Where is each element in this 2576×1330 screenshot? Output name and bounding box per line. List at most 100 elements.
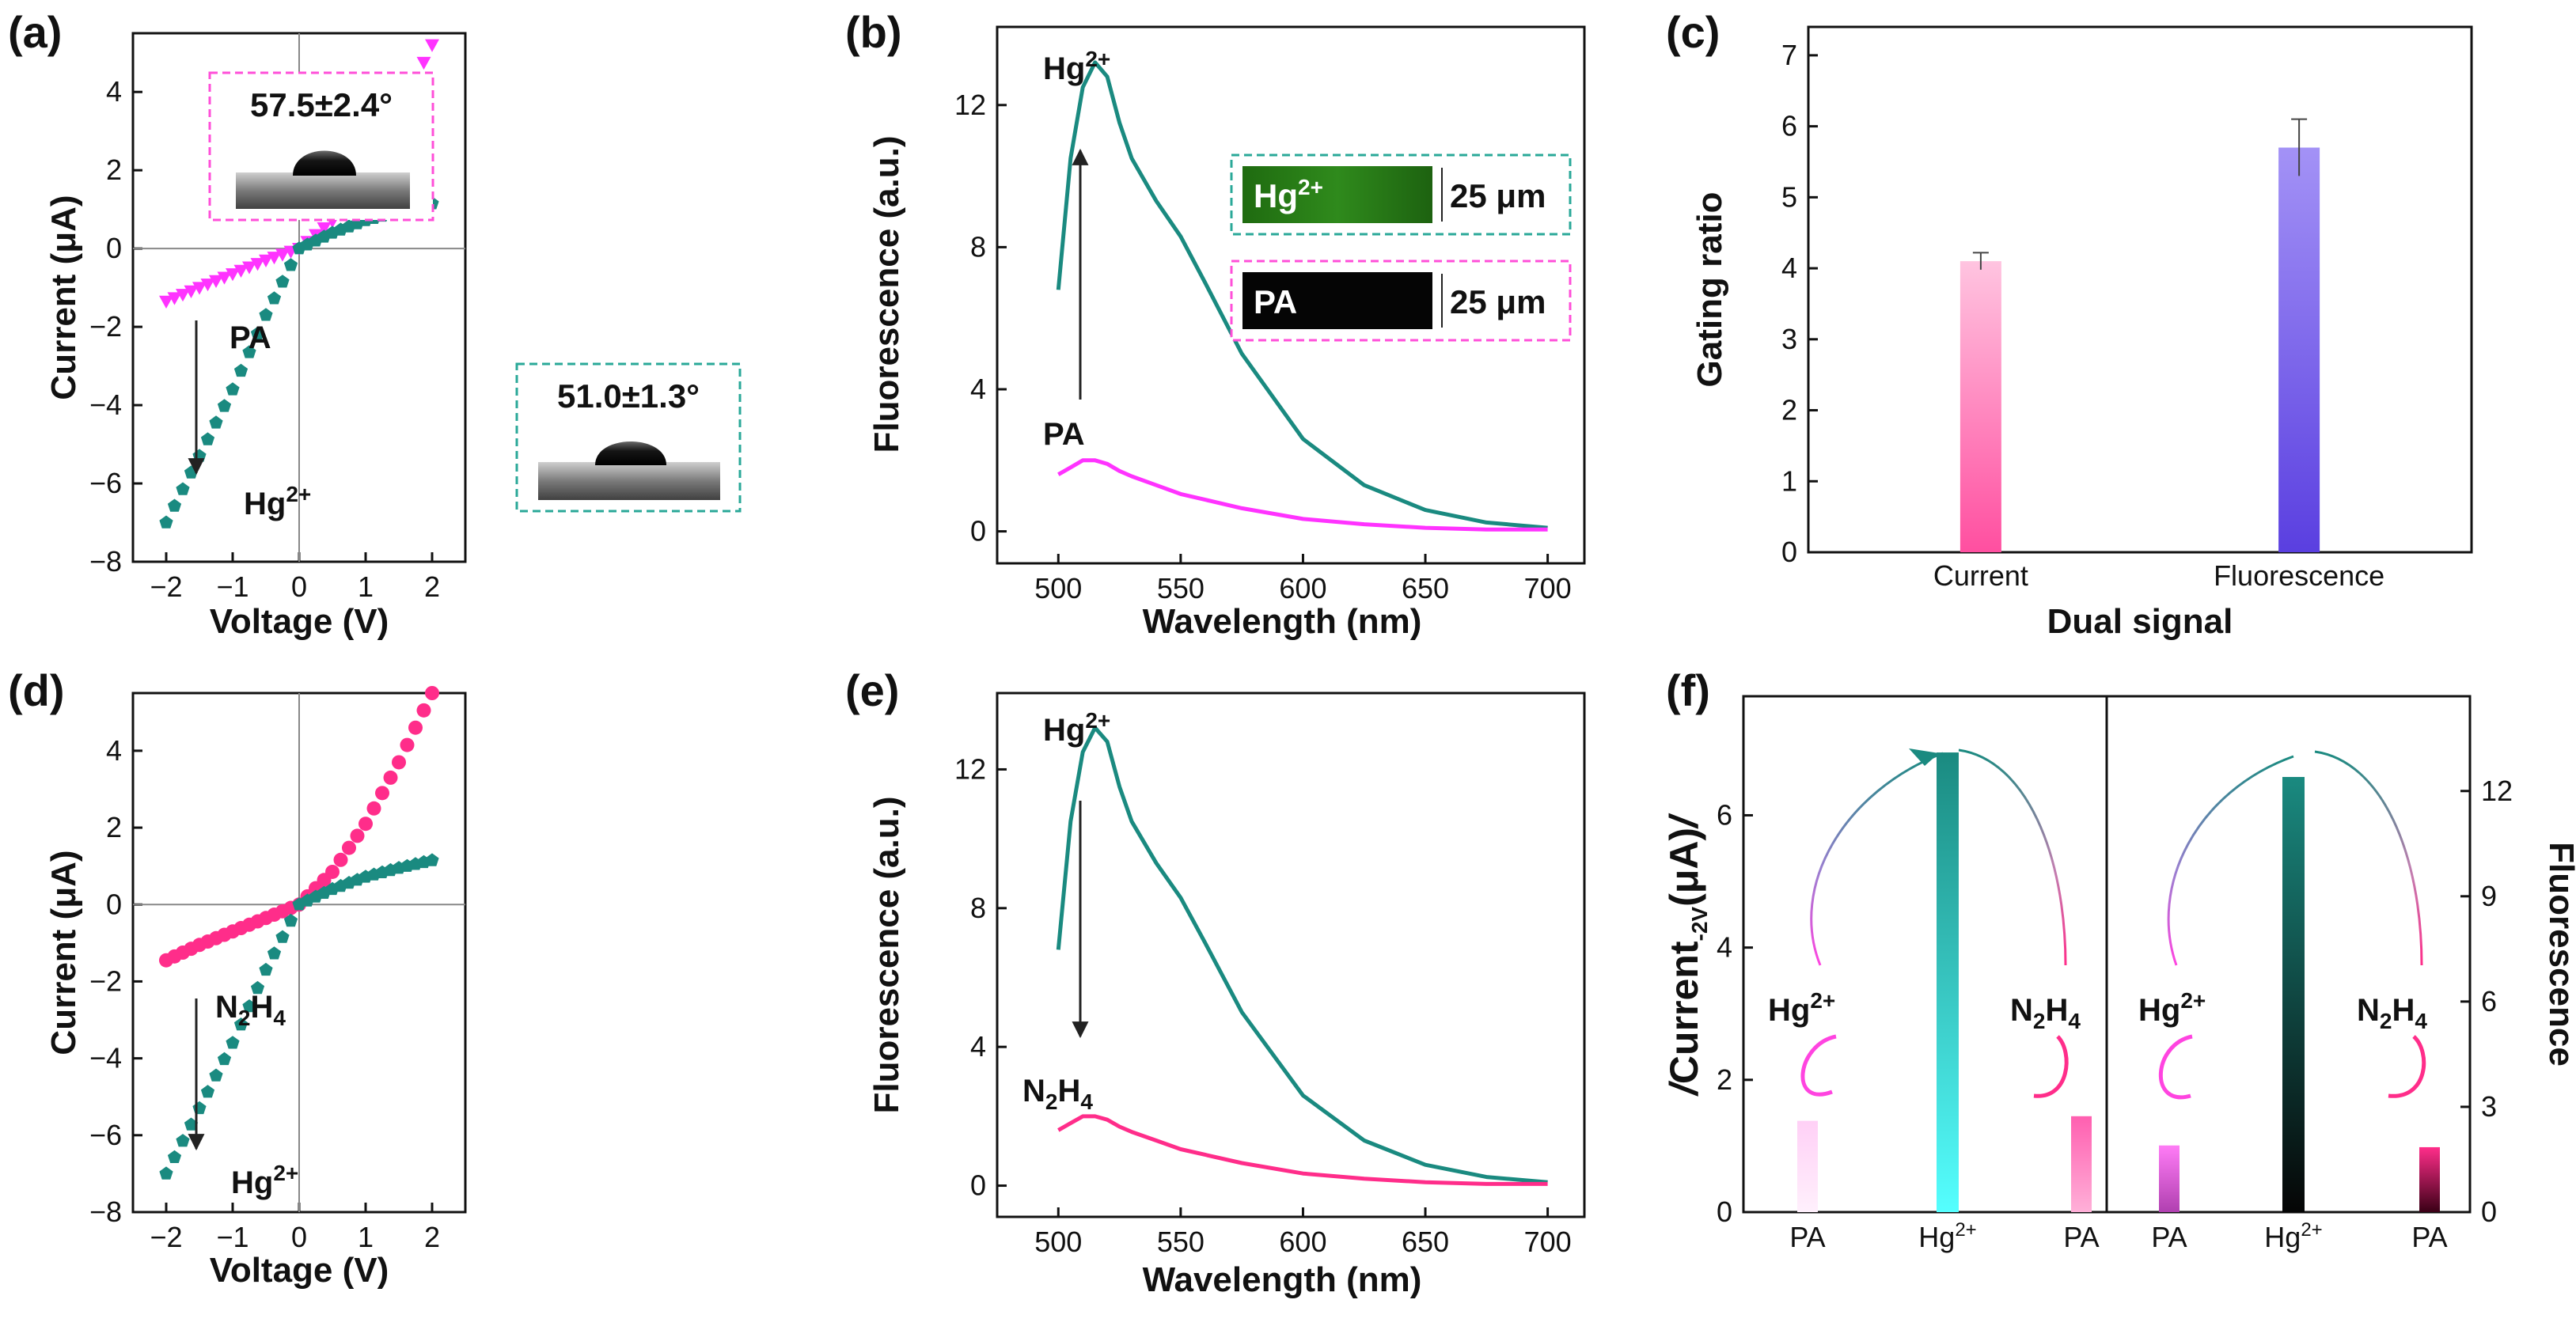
data-point [375,786,389,801]
data-point [200,432,215,445]
fluorescence-image-pa [1242,272,1432,329]
y-tick-label: 0 [106,232,122,264]
data-point [359,817,373,832]
y-tick-label-left: 4 [1717,931,1732,964]
y-tick-label-left: 6 [1717,798,1732,831]
panel-a: (a) −2 −1 0 1 2 −8 −6 −4 −2 0 2 4 Voltage (V) Curre… [8,7,742,641]
x-tick-label: 600 [1279,572,1326,604]
x-tick-label: PA [1789,1221,1825,1253]
data-point [233,1017,248,1031]
y-tick-label: 8 [970,892,986,924]
contact-angle-pa-value: 57.5±2.4° [250,86,393,123]
label-pa-b: PA [1043,417,1085,452]
film-label-hg: Hg2+ [1254,175,1323,214]
thickness-label-pa: 25 μm [1450,283,1546,320]
data-point [242,261,256,275]
y-axis-label-right-f: Fluorescence [2542,842,2576,1067]
data-point [392,755,406,770]
y-tick-label: 4 [970,373,986,405]
panel-e: (e) 500 550 600 650 700 0 4 8 12 Wavelength (nm)… [845,665,1586,1299]
data-point [275,275,290,288]
curve-arrow-right-3 [2314,750,2423,966]
x-tick-label: 1 [358,570,374,603]
y-axis-label-e: Fluorescence (a.u.) [867,796,906,1113]
y-tick-label-right: 12 [2481,775,2513,807]
data-point [167,1150,182,1163]
panel-d: (d) −2 −1 0 1 2 −8 −6 −4 −2 0 2 4 Voltage (V) Curre… [8,665,467,1290]
bar-fluorescence [2278,147,2320,553]
panel-label-e: (e) [845,665,899,715]
data-point [209,415,223,429]
data-point [242,999,256,1013]
data-point [226,1036,240,1049]
droplet-image [293,150,356,176]
x-tick-label: 2 [424,570,440,603]
y-tick-label: −4 [89,1042,122,1074]
panel-label-c: (c) [1666,7,1720,57]
label-n2h4-d: N2H4 [215,990,286,1030]
marks-d [159,686,439,1180]
spectrum-line-pa [1057,458,1548,532]
y-tick-label: 4 [106,734,122,767]
x-tick-label: PA [2411,1221,2447,1253]
label-n2h4-e: N2H4 [1022,1074,1093,1114]
data-point [209,275,223,288]
y-tick-label: 5 [1781,180,1797,213]
data-point [176,289,190,302]
bar-current-0 [1797,1120,1818,1212]
y-tick-label: 0 [1781,536,1797,568]
marks-f [1797,752,2440,1212]
data-point [400,737,415,752]
thickness-label-hg: 25 μm [1450,177,1546,214]
axes-b: 500 550 600 650 700 0 4 8 12 [954,89,1572,604]
data-point [217,271,232,285]
y-tick-label: −8 [89,1195,122,1228]
data-point [416,703,431,718]
y-tick-label: −2 [89,310,122,343]
y-tick-label-right: 9 [2481,880,2497,912]
bar-fluorescence-1 [2282,777,2305,1212]
x-tick-label: 600 [1279,1226,1326,1258]
y-tick-label: −6 [89,467,122,499]
x-axis-label-c: Dual signal [2047,602,2233,641]
label-n2h4-f-left: N2H4 [2010,993,2081,1033]
spectrum-line-hg2 [1056,726,1548,1184]
series-hg2 [159,853,439,1180]
panel-label-f: (f) [1666,665,1710,715]
y-tick-label: −6 [89,1119,122,1151]
curve-arrow-left-1 [1810,752,1944,966]
film-label-pa: PA [1254,283,1297,320]
y-axis-label-d: Current (μA) [44,850,83,1055]
data-point [200,1085,215,1098]
marks-e [1056,726,1548,1186]
x-tick-label: Current [1933,559,2028,592]
y-tick-label-right: 0 [2481,1195,2497,1228]
axes-e: 500 550 600 650 700 0 4 8 12 [954,752,1572,1258]
data-point [159,1166,173,1180]
data-point [416,56,431,70]
data-point [209,1068,223,1082]
marks-b [1056,60,1548,532]
label-hg-f-left: Hg2+ [1768,988,1835,1028]
data-point [226,382,240,396]
x-tick-label: 650 [1402,572,1449,604]
y-tick-label: 4 [970,1030,986,1063]
y-tick-label: 2 [1781,394,1797,426]
axes-f: 0 2 4 6 0 3 6 9 12 PA Hg2+ PA PA Hg2+ PA [1717,775,2513,1253]
data-point [333,852,348,867]
data-point [159,515,173,529]
label-n2h4-f-right: N2H4 [2357,993,2427,1033]
data-point [283,258,298,271]
y-tick-label: 4 [1781,252,1797,284]
data-point [192,282,207,295]
y-tick-label: 2 [106,153,122,186]
y-axis-label-left-f: /Current-2V(μA)/ [1662,813,1712,1097]
curve-arrow-right-1 [1958,748,2067,966]
x-tick-label: −2 [150,1221,182,1253]
arrow-head [1909,748,1939,766]
substrate-image [538,462,720,500]
data-point [233,363,248,377]
data-point [267,252,282,265]
contact-angle-inset-pa: 57.5±2.4° [208,71,434,222]
marks-c [1960,118,2320,553]
